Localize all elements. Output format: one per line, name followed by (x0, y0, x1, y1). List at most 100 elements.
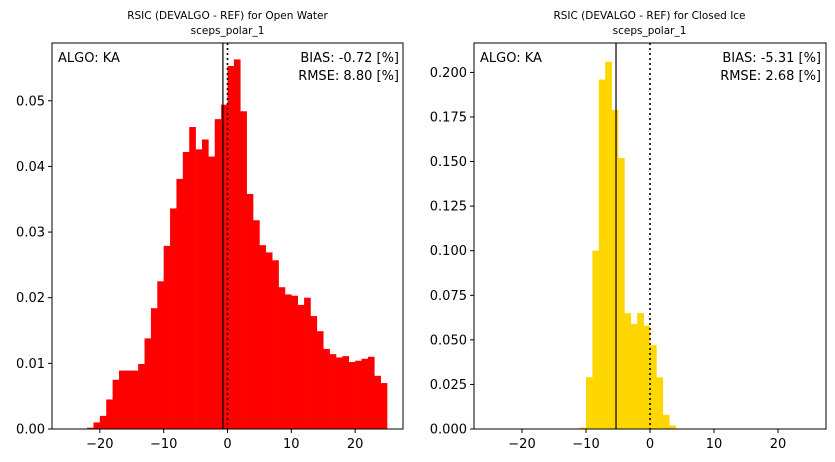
y-tick-label: 0.00 (16, 423, 45, 438)
histogram-bar (611, 109, 619, 429)
histogram-bar (656, 377, 664, 429)
histogram-bar (316, 331, 324, 429)
histogram-bar (592, 250, 600, 429)
histogram-bar (605, 61, 612, 430)
histogram-bar (227, 65, 235, 429)
y-axis: 0.000 0.025 0.050 0.075 0.100 0.125 0.150 0.175… (430, 66, 474, 438)
algo-label: ALGO: KA (480, 51, 542, 66)
histogram-bar (355, 360, 362, 429)
histogram-bar (624, 313, 632, 429)
histogram-bar (329, 354, 337, 429)
rmse-label: RMSE: 2.68 [%] (720, 69, 821, 84)
y-tick-label: 0.02 (16, 291, 45, 306)
reference-lines (615, 43, 651, 429)
histogram-bar (233, 59, 241, 430)
histogram-bar (669, 425, 676, 429)
histogram-bar (259, 245, 267, 429)
histogram-bar (246, 193, 254, 429)
histogram-bar (650, 345, 657, 429)
histogram-bar (195, 149, 203, 430)
x-tick-label: 10 (283, 437, 300, 452)
histogram-bar (598, 79, 606, 429)
y-tick-label: 0.025 (430, 378, 467, 393)
histogram-bar (662, 414, 670, 429)
x-tick-label: 0 (223, 437, 231, 452)
histogram-bar (240, 111, 247, 430)
x-tick-label: 20 (770, 437, 787, 452)
y-tick-label: 0.150 (430, 155, 467, 170)
chart-title: RSIC (DEVALGO - REF) for Closed Ice (553, 10, 745, 22)
histogram-bar (112, 379, 120, 429)
x-tick-label: 10 (706, 437, 723, 452)
chart-title: RSIC (DEVALGO - REF) for Open Water (127, 10, 328, 22)
y-tick-label: 0.200 (430, 66, 467, 81)
histogram-bar (265, 252, 273, 429)
histogram-bar (150, 308, 158, 429)
histogram-bar (586, 377, 593, 429)
chart-open-water: RSIC (DEVALGO - REF) for Open Water scep… (16, 10, 404, 452)
x-axis: −20 −10 0 10 20 (508, 429, 786, 452)
y-tick-label: 0.04 (16, 160, 45, 175)
histogram-bar (342, 356, 350, 429)
histogram-bar (304, 297, 311, 429)
histogram-bar (138, 364, 145, 429)
histogram-bar (253, 220, 260, 429)
histogram-bar (618, 157, 625, 430)
reference-lines (222, 43, 229, 429)
histogram-bar (630, 323, 638, 429)
y-tick-label: 0.125 (430, 200, 467, 215)
histogram-bar (643, 325, 651, 429)
histogram-bar (297, 304, 305, 429)
y-axis: 0.00 0.01 0.02 0.03 0.04 0.05 (16, 94, 52, 438)
histogram-bar (176, 178, 184, 429)
x-axis: −20 −10 0 10 20 (86, 429, 363, 452)
y-tick-label: 0.03 (16, 226, 45, 241)
histogram-bar (163, 245, 171, 429)
histogram-bar (125, 370, 133, 429)
histogram-bar (380, 383, 388, 429)
histogram-bar (99, 415, 107, 429)
histogram-bar (221, 104, 228, 429)
x-tick-label: −20 (86, 437, 113, 452)
chart-subtitle: sceps_polar_1 (613, 25, 687, 37)
histogram-bar (310, 316, 318, 429)
x-tick-label: −10 (572, 437, 599, 452)
y-tick-label: 0.175 (430, 110, 467, 125)
histogram-bar (201, 139, 209, 429)
histogram-bar (284, 294, 292, 429)
histogram-bar (93, 422, 101, 429)
histogram-bar (348, 362, 356, 429)
histogram-bar (374, 375, 381, 429)
histogram-bar (335, 357, 343, 429)
y-tick-label: 0.01 (16, 357, 45, 372)
histogram-bar (157, 281, 164, 429)
histogram-bar (579, 427, 587, 429)
histogram-bar (367, 356, 375, 429)
histogram-bar (189, 127, 196, 429)
bias-label: BIAS: -0.72 [%] (300, 51, 399, 66)
histogram-bar (637, 313, 644, 429)
histogram-bar (119, 370, 126, 429)
histogram-bars (579, 61, 676, 430)
x-tick-label: 0 (646, 437, 654, 452)
x-tick-label: −20 (508, 437, 535, 452)
y-tick-label: 0.100 (430, 244, 467, 259)
histogram-bar (214, 119, 222, 429)
histogram-bar (208, 156, 216, 429)
y-tick-label: 0.05 (16, 94, 45, 109)
histogram-bar (87, 427, 94, 429)
histogram-bar (291, 295, 298, 429)
rmse-label: RMSE: 8.80 [%] (298, 69, 399, 84)
histogram-bar (182, 151, 190, 430)
histogram-bar (106, 399, 113, 429)
histogram-bar (361, 358, 369, 429)
y-tick-label: 0.050 (430, 333, 467, 348)
bias-label: BIAS: -5.31 [%] (722, 51, 821, 66)
histogram-bar (144, 338, 152, 429)
histogram-bar (170, 208, 177, 429)
histogram-bar (272, 260, 279, 429)
histogram-bar (323, 348, 330, 429)
x-tick-label: 20 (347, 437, 364, 452)
y-tick-label: 0.075 (430, 289, 467, 304)
